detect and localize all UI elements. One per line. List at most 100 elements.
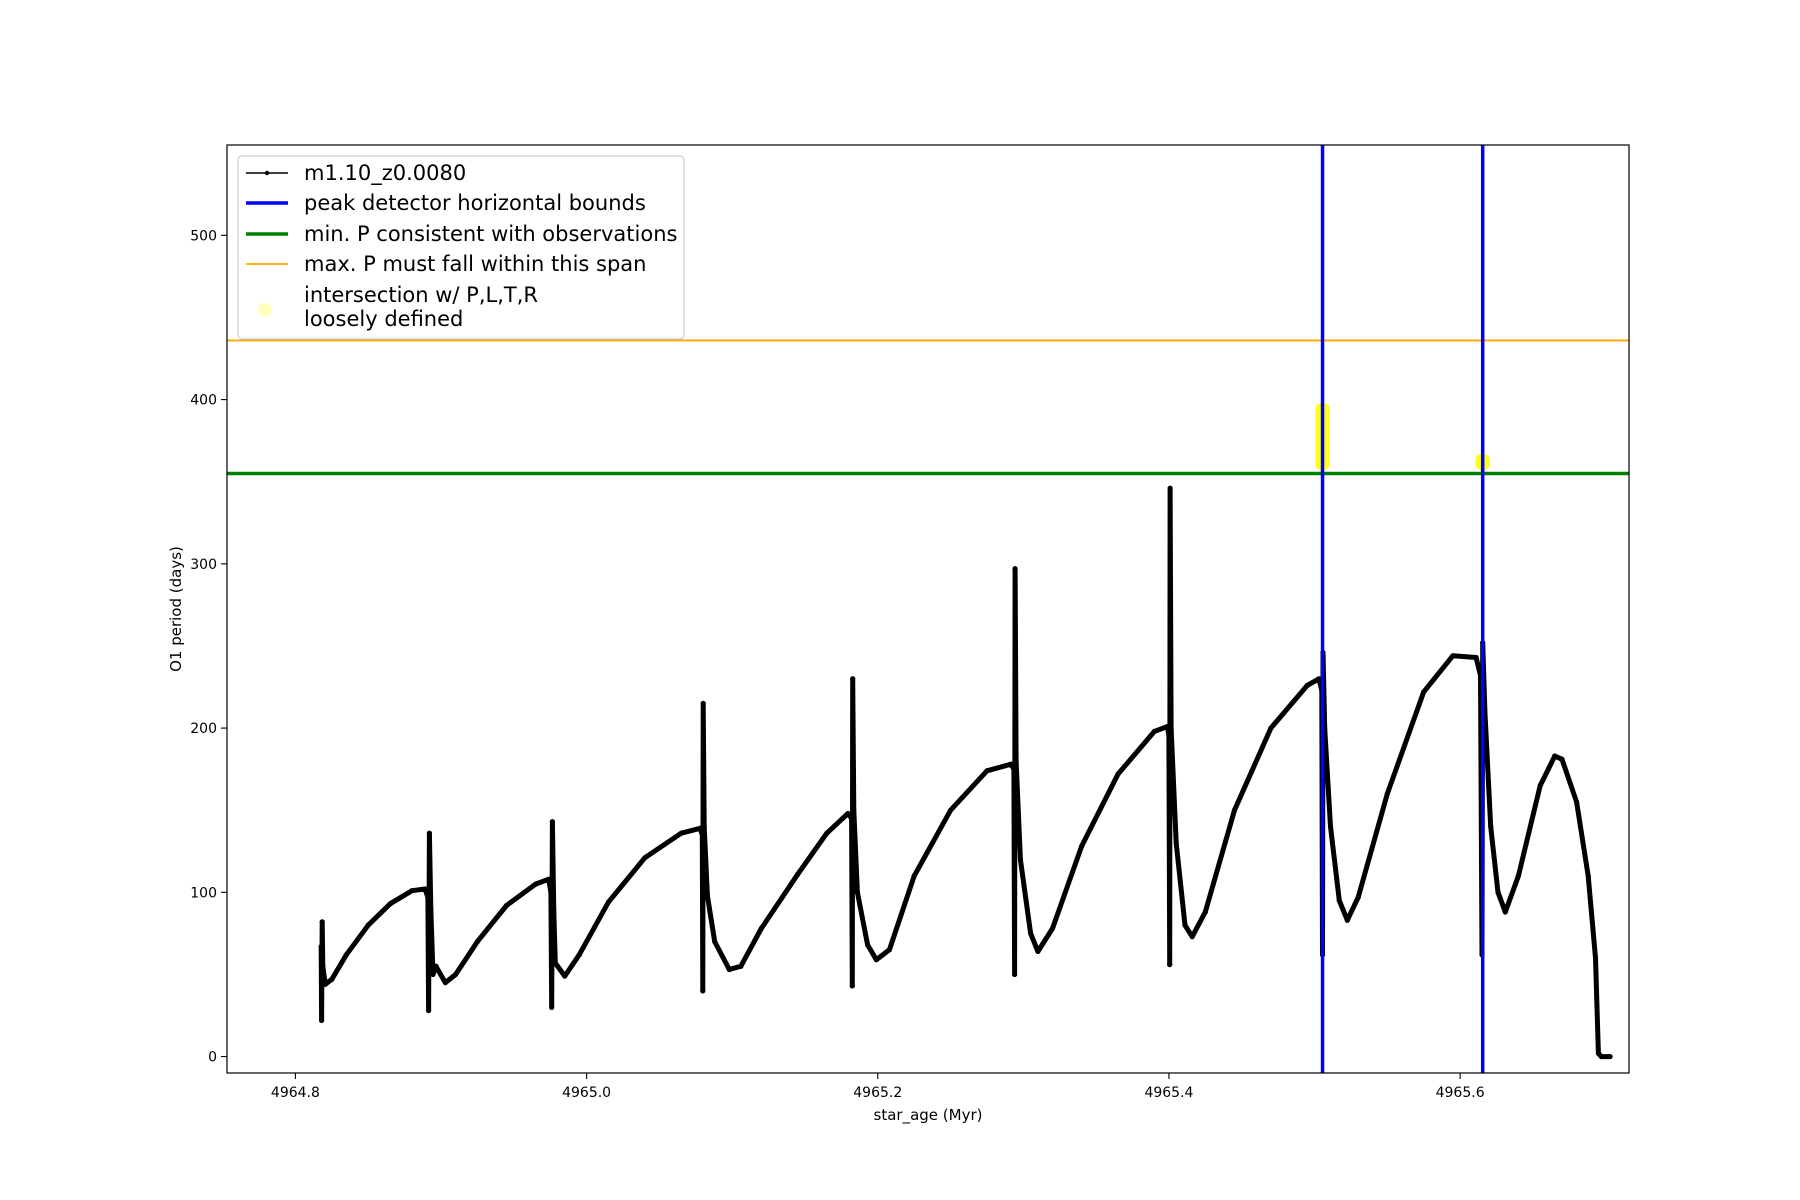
series-point — [1384, 791, 1390, 797]
series-point — [422, 886, 428, 892]
series-point — [1598, 1053, 1604, 1060]
series-point — [850, 676, 856, 682]
y-tick-label: 200 — [190, 721, 217, 737]
series-point — [1035, 948, 1041, 955]
series-point — [845, 810, 851, 817]
y-tick-label: 400 — [190, 393, 217, 409]
series-point — [704, 893, 711, 899]
series-point — [319, 1017, 325, 1024]
series-point — [1166, 733, 1172, 739]
series-point — [1559, 756, 1565, 762]
series-point — [864, 942, 871, 948]
series-point — [699, 832, 705, 838]
series-point — [1115, 771, 1121, 777]
series-point — [678, 830, 684, 836]
series-point — [1304, 682, 1310, 688]
x-axis-label: star_age (Myr) — [874, 1106, 983, 1125]
series-point — [849, 983, 855, 989]
legend-label: max. P must fall within this span — [304, 252, 646, 276]
series-point — [1012, 566, 1018, 572]
x-tick-label: 4965.2 — [853, 1085, 902, 1101]
series-point — [1316, 676, 1322, 682]
series-point — [795, 871, 801, 877]
x-tick-label: 4964.8 — [271, 1085, 320, 1101]
series-point — [452, 971, 459, 978]
series-point — [1231, 807, 1238, 813]
series-point — [562, 973, 568, 979]
series-point — [854, 889, 860, 895]
x-tick-label: 4965.4 — [1144, 1085, 1193, 1101]
series-point — [1450, 653, 1456, 659]
series-point — [548, 889, 554, 895]
series-point — [1515, 873, 1521, 879]
series-point — [387, 901, 393, 907]
series-point — [1502, 909, 1508, 915]
y-tick-label: 300 — [190, 557, 217, 573]
series-point — [1421, 689, 1427, 695]
y-tick-label: 0 — [208, 1050, 217, 1066]
series-point — [824, 830, 830, 836]
series-point — [1607, 1053, 1613, 1060]
series-point — [1168, 725, 1174, 731]
series-point — [1355, 894, 1361, 900]
series-point — [605, 899, 612, 905]
series-point — [1344, 917, 1350, 923]
series-point — [1028, 930, 1034, 936]
series-point — [1585, 873, 1591, 879]
series-point — [984, 768, 990, 774]
series-point — [428, 906, 434, 912]
series-point — [700, 988, 706, 994]
series-point — [1552, 753, 1558, 759]
series-point — [329, 976, 335, 982]
series-point — [503, 902, 510, 909]
series-point — [1202, 909, 1208, 915]
series-point — [533, 881, 539, 887]
series-point — [1167, 961, 1173, 968]
series-point — [848, 815, 855, 822]
series-point — [758, 925, 764, 932]
series-point — [319, 919, 325, 925]
series-point — [911, 873, 917, 879]
series-point — [1078, 843, 1085, 849]
series-point — [712, 939, 718, 945]
series-point — [1182, 922, 1188, 928]
series-point — [1167, 485, 1173, 491]
series-point — [701, 824, 707, 830]
plot-content — [227, 145, 1629, 1073]
series-point — [1013, 758, 1019, 764]
x-tick-label: 4965.6 — [1436, 1085, 1485, 1101]
legend-label: peak detector horizontal bounds — [304, 191, 646, 215]
y-tick-label: 100 — [190, 885, 217, 901]
series-point — [365, 922, 371, 928]
series-point — [343, 952, 349, 958]
series-point — [642, 855, 648, 861]
y-axis-label: O1 period (days) — [167, 546, 185, 672]
legend-label: loosely defined — [304, 307, 463, 331]
series-point — [1151, 728, 1157, 734]
series-point — [425, 894, 431, 900]
series-point — [318, 943, 324, 950]
series-point — [851, 807, 857, 813]
axes: 4964.8 4965.0 4965.2 4965.4 4965.6 0 100 200 300… — [167, 144, 1630, 1125]
series-point — [549, 819, 555, 825]
series-point — [1336, 897, 1342, 904]
series-point — [546, 876, 552, 882]
series-point — [726, 966, 732, 973]
series-point — [426, 1007, 432, 1014]
series-point — [409, 888, 415, 894]
series-point — [322, 981, 328, 987]
series-point — [474, 939, 481, 945]
legend-handle-dot — [258, 303, 272, 317]
series-point — [1488, 824, 1494, 830]
series-point — [1173, 840, 1179, 846]
series-point — [1573, 799, 1580, 805]
series-point — [549, 1004, 555, 1010]
series-point — [320, 963, 326, 969]
series-point — [1008, 761, 1014, 767]
legend-label: m1.10_z0.0080 — [304, 161, 466, 186]
series-point — [442, 980, 448, 986]
legend-label: min. P consistent with observations — [304, 222, 677, 246]
series-point — [430, 971, 436, 978]
